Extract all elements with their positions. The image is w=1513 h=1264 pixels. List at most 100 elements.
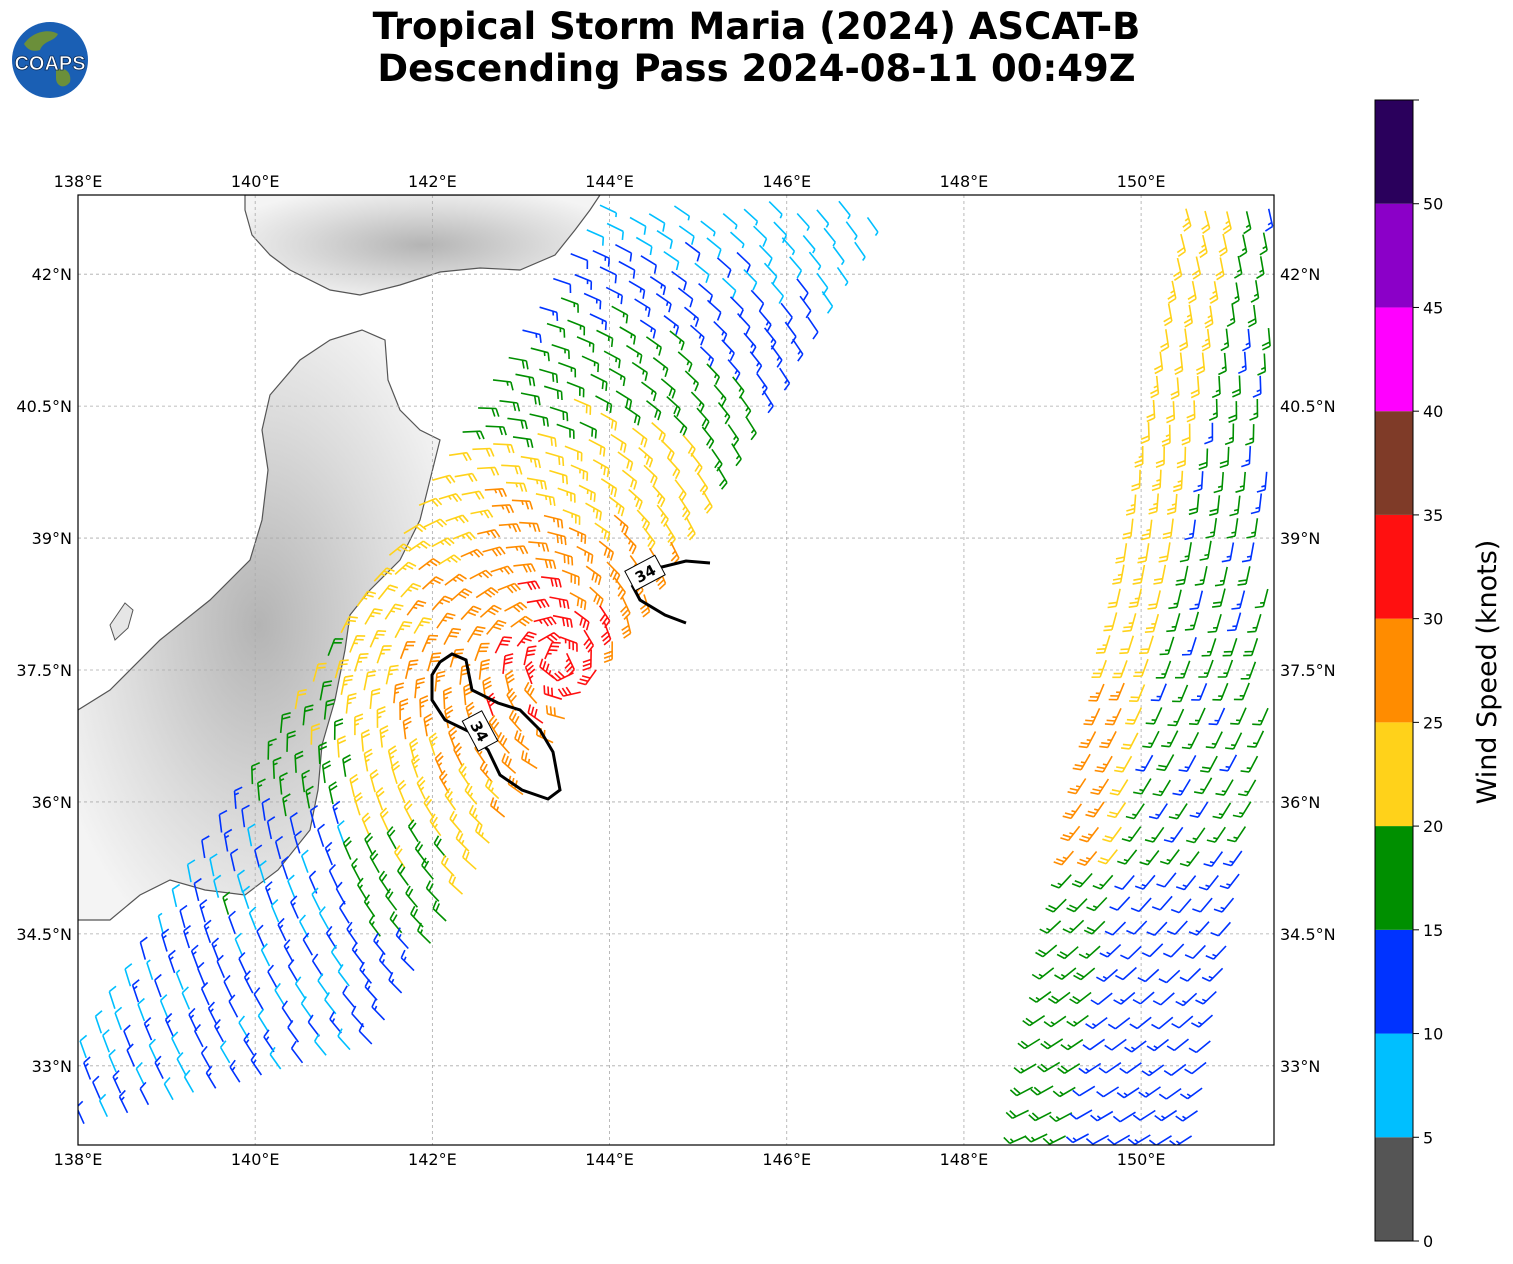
wind-barb bbox=[1153, 564, 1167, 585]
wind-barb bbox=[1107, 588, 1121, 609]
wind-barb bbox=[394, 621, 413, 639]
wind-barb bbox=[1205, 517, 1218, 539]
wind-barb bbox=[360, 729, 371, 752]
wind-barb bbox=[1256, 471, 1268, 493]
wind-barb bbox=[866, 216, 879, 237]
wind-barb bbox=[102, 1029, 110, 1053]
wind-barb bbox=[1112, 564, 1125, 585]
wind-barb bbox=[269, 1046, 282, 1070]
wind-barb bbox=[379, 725, 389, 748]
colorbar-tick-label: 45 bbox=[1423, 298, 1443, 317]
wind-barb bbox=[1132, 564, 1146, 585]
lat-tick-label-right: 33°N bbox=[1280, 1057, 1320, 1076]
wind-barb bbox=[566, 381, 585, 398]
wind-barb bbox=[1243, 211, 1252, 235]
wind-barb bbox=[1109, 779, 1129, 796]
wind-barb bbox=[1208, 707, 1226, 726]
wind-barb bbox=[1040, 1038, 1064, 1050]
wind-barb bbox=[403, 523, 427, 535]
wind-barb bbox=[745, 417, 757, 441]
wind-barb bbox=[716, 257, 732, 278]
wind-barb bbox=[283, 939, 294, 963]
wind-barb bbox=[1219, 446, 1230, 469]
wind-barb bbox=[1024, 1133, 1048, 1143]
wind-barb bbox=[488, 715, 500, 739]
wind-barb bbox=[631, 361, 648, 381]
wind-barb bbox=[427, 652, 442, 672]
colorbar-segment bbox=[1375, 411, 1413, 515]
wind-barb bbox=[1241, 542, 1255, 563]
wind-barb bbox=[402, 716, 412, 740]
title-line-1: Tropical Storm Maria (2024) ASCAT-B bbox=[372, 5, 1141, 48]
wind-barb bbox=[486, 619, 507, 635]
wind-barb bbox=[599, 204, 618, 218]
wind-barb bbox=[537, 632, 562, 643]
wind-barb bbox=[311, 953, 324, 977]
wind-barb bbox=[282, 793, 291, 817]
wind-barb bbox=[390, 760, 401, 785]
lat-tick-label-right: 40.5°N bbox=[1280, 397, 1336, 416]
wind-barb bbox=[561, 569, 580, 586]
wind-barb bbox=[164, 1012, 174, 1037]
wind-barb bbox=[629, 216, 647, 235]
wind-barb bbox=[258, 860, 267, 884]
wind-barb bbox=[477, 529, 501, 539]
wind-barb bbox=[339, 900, 350, 924]
wind-barb bbox=[464, 782, 478, 805]
wind-barb bbox=[327, 638, 344, 656]
wind-barb bbox=[656, 230, 673, 249]
wind-barb bbox=[652, 485, 666, 508]
colorbar-segment bbox=[1375, 514, 1413, 619]
wind-barb bbox=[486, 692, 497, 716]
wind-barb bbox=[1158, 969, 1181, 984]
wind-barb bbox=[436, 612, 456, 629]
wind-barb bbox=[792, 338, 804, 362]
colorbar-segment bbox=[1375, 203, 1413, 308]
wind-barb bbox=[1091, 659, 1107, 678]
wind-barb bbox=[511, 499, 534, 510]
wind-barb bbox=[578, 484, 596, 502]
wind-barb bbox=[1166, 1038, 1190, 1052]
wind-barb bbox=[1205, 945, 1227, 960]
wind-barb bbox=[649, 276, 667, 296]
wind-barb bbox=[413, 617, 432, 634]
wind-barb bbox=[458, 762, 470, 786]
wind-barb bbox=[1116, 1087, 1140, 1099]
wind-barb bbox=[640, 255, 657, 274]
wind-barb bbox=[537, 433, 557, 447]
wind-barb bbox=[1129, 1016, 1152, 1030]
colorbar-segment bbox=[1375, 826, 1413, 930]
wind-barb bbox=[257, 778, 266, 801]
wind-barb bbox=[1213, 472, 1224, 494]
wind-barb bbox=[1222, 850, 1243, 867]
wind-barb bbox=[556, 423, 575, 439]
wind-barb bbox=[309, 804, 319, 829]
wind-barb bbox=[1085, 1134, 1109, 1145]
wind-barb bbox=[1152, 779, 1171, 797]
wind-barb bbox=[98, 1093, 109, 1118]
wind-barb bbox=[539, 658, 555, 679]
lat-tick-label-left: 40.5°N bbox=[16, 397, 72, 416]
wind-barb bbox=[1225, 732, 1243, 750]
wind-barb bbox=[1133, 658, 1149, 677]
wind-barb bbox=[501, 753, 517, 774]
wind-barb bbox=[1107, 1017, 1131, 1030]
wind-barb bbox=[497, 582, 521, 594]
wind-barb bbox=[1184, 1061, 1207, 1075]
wind-barb bbox=[600, 412, 618, 431]
wind-barb bbox=[624, 406, 641, 426]
wind-barb bbox=[684, 241, 701, 262]
wind-barb bbox=[378, 870, 391, 894]
wind-barb bbox=[410, 754, 421, 778]
wind-barb bbox=[1171, 1015, 1194, 1029]
wind-barb bbox=[663, 315, 680, 335]
wind-barb bbox=[1240, 755, 1259, 773]
wind-barb bbox=[233, 786, 243, 809]
wind-barb bbox=[674, 479, 687, 502]
wind-barb bbox=[1175, 565, 1189, 586]
wind-barb bbox=[1198, 659, 1214, 678]
lat-tick-label-right: 34.5°N bbox=[1280, 925, 1336, 944]
wind-barb bbox=[706, 363, 721, 385]
wind-barb bbox=[1191, 683, 1208, 701]
